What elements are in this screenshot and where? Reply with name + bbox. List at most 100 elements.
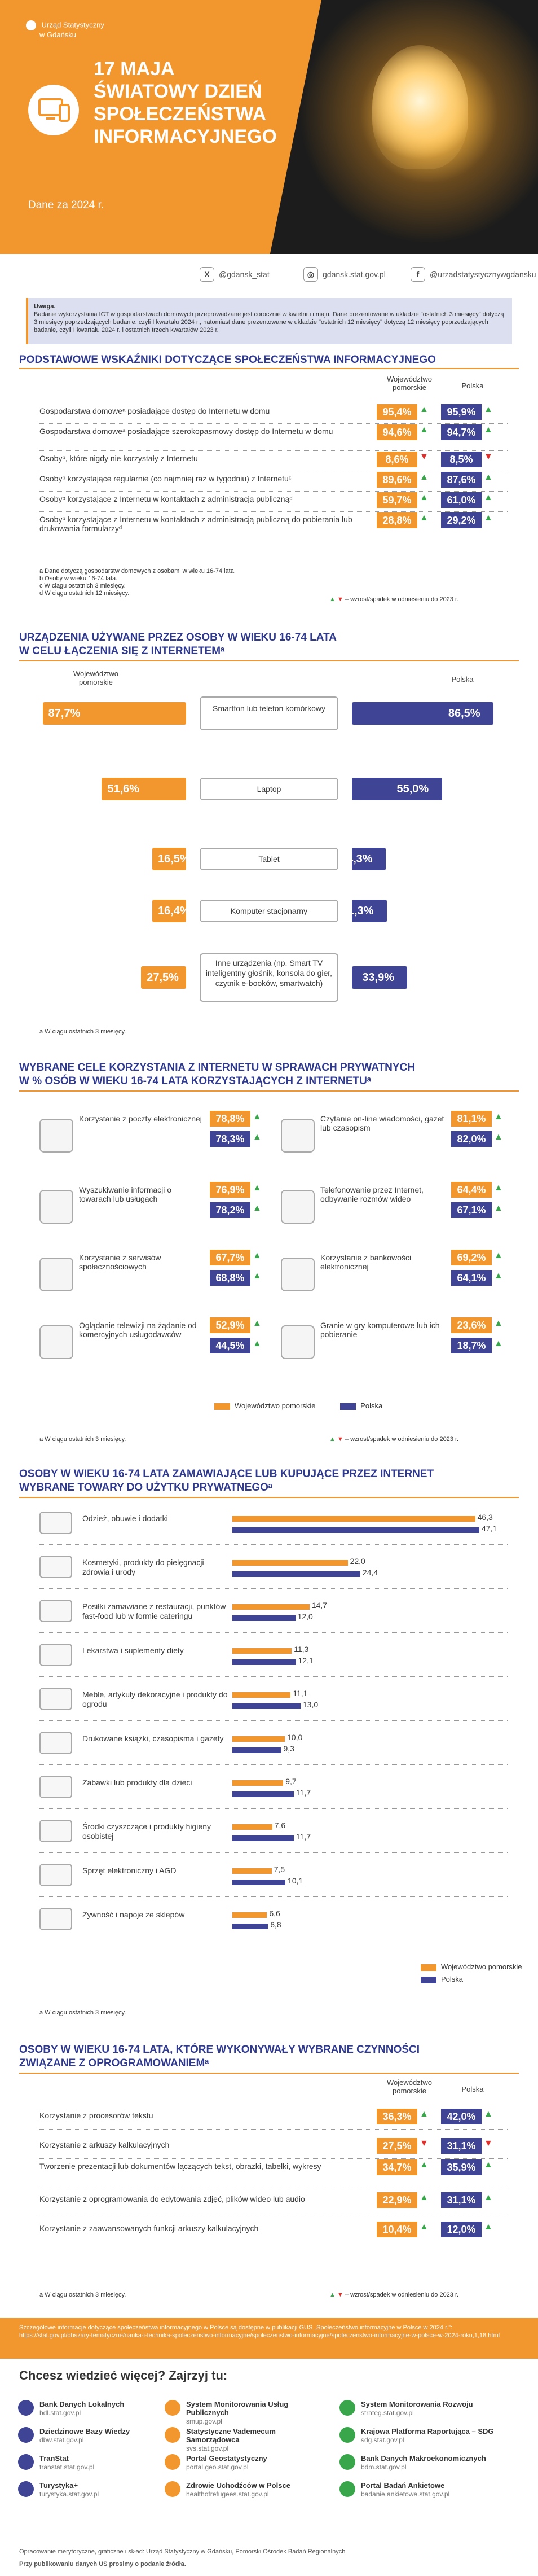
external-link[interactable]: Krajowa Platforma Raportująca – SDG sdg.s…: [361, 2427, 502, 2444]
lightbulb-icon: [372, 45, 468, 169]
note-text: Badanie wykorzystania ICT w gospodarstwa…: [34, 311, 504, 334]
row-divider: [39, 423, 508, 424]
s5-col-poland: Polska: [461, 2085, 484, 2093]
s5-value-poland: 31,1%: [441, 2138, 482, 2154]
x-link[interactable]: X @gdansk_stat: [200, 263, 270, 286]
video-call-icon: [281, 1190, 315, 1224]
s4-value-poland: 10,1: [287, 1876, 303, 1885]
s4-value-poland: 11,7: [296, 1788, 311, 1797]
trend-up-icon: ▲: [494, 1339, 503, 1348]
s1-value-region: 94,6%: [377, 424, 417, 440]
s2-device-label: Tablet: [200, 848, 338, 870]
x-handle: @gdansk_stat: [219, 270, 270, 279]
s2-bar-region: [141, 966, 186, 989]
link-name: Bank Danych Makroekonomicznych: [361, 2454, 486, 2463]
row-divider: [39, 1720, 508, 1721]
s1-row: Osobyᵇ, które nigdy nie korzystały z Int…: [39, 452, 502, 476]
s1-row-label: Osobyᵇ korzystające z Internetu w kontak…: [39, 494, 293, 503]
s4-legend-poland: Polska: [441, 1975, 464, 1983]
s4-value-region: 11,3: [294, 1645, 309, 1654]
trend-dn-icon: ▼: [420, 452, 429, 462]
s1-value-poland: 29,2%: [441, 512, 482, 528]
search-icon: [39, 1190, 73, 1224]
s3-card-label: Wyszukiwanie informacji o towarach lub u…: [79, 1185, 172, 1203]
link-name: Zdrowie Uchodźców w Polsce: [186, 2481, 290, 2490]
external-link[interactable]: System Monitorowania Usług Publicznych sm…: [186, 2400, 327, 2426]
s3-card: Wyszukiwanie informacji o towarach lub u…: [39, 1182, 262, 1233]
s1-divider: [19, 368, 519, 369]
s3-card: Korzystanie z bankowości elektronicznej 6…: [281, 1250, 503, 1300]
website-link[interactable]: ◎ gdansk.stat.gov.pl: [303, 263, 386, 286]
s4-bar-poland: [232, 1571, 360, 1577]
s5-title-line1: OSOBY W WIEKU 16-74 LATA, KTÓRE WYKONYWA…: [19, 2044, 420, 2056]
s3-legend-poland: Polska: [360, 1401, 383, 1410]
s5-value-poland: 12,0%: [441, 2222, 482, 2237]
s5-value-region: 27,5%: [377, 2138, 417, 2154]
s5-value-region: 10,4%: [377, 2222, 417, 2237]
trend-up-icon: ▲: [329, 1436, 336, 1443]
trend-up-icon: ▲: [484, 472, 493, 482]
s4-bar-region: [232, 1692, 291, 1698]
s4-value-poland: 13,0: [302, 1700, 319, 1709]
title-line-4: INFORMACYJNEGO: [94, 126, 277, 147]
s3-value-region: 23,6%: [451, 1317, 492, 1333]
s4-bar-region: [232, 1516, 475, 1522]
s5-row-label: Korzystanie z oprogramowania do edytowan…: [39, 2194, 305, 2203]
globe-icon: ◎: [303, 267, 318, 282]
s1-row: Osobyᵇ korzystające z Internetu w kontak…: [39, 492, 502, 517]
trend-up-icon: ▲: [253, 1339, 262, 1348]
s4-bar-poland: [232, 1659, 296, 1665]
s4-item-icon: [39, 1556, 72, 1578]
s1-row-label: Osobyᵇ korzystające regularnie (co najmn…: [39, 474, 292, 483]
trend-down-icon: ▼: [337, 2292, 343, 2298]
external-link[interactable]: Zdrowie Uchodźców w Polsce healthofrefuge…: [186, 2481, 327, 2499]
link-name: TranStat: [39, 2454, 69, 2463]
s5-title-line2: ZWIĄZANE Z OPROGRAMOWANIEMᵃ: [19, 2057, 209, 2069]
trend-up-icon: ▲: [494, 1132, 503, 1142]
trend-up-icon: ▲: [329, 596, 336, 603]
external-link[interactable]: Bank Danych Makroekonomicznych bdm.stat.g…: [361, 2454, 502, 2472]
facebook-icon: f: [411, 267, 425, 282]
link-icon: [339, 2481, 355, 2497]
external-link[interactable]: Statystyczne Vademecum Samorządowca svs.s…: [186, 2427, 327, 2453]
s1-footnote-b: b Osoby w wieku 16-74 lata.: [39, 575, 118, 582]
s4-value-region: 11,1: [293, 1689, 308, 1698]
trend-down-icon: ▼: [337, 1436, 343, 1443]
trend-up-icon: ▲: [494, 1112, 503, 1121]
s4-divider: [19, 1497, 519, 1498]
trend-up-icon: ▲: [329, 2292, 336, 2298]
hero-banner: Urząd Statystyczny w Gdańsku 17 MAJA ŚWI…: [0, 0, 538, 254]
s1-value-region: 95,4%: [377, 404, 417, 420]
trend-down-icon: ▼: [337, 596, 343, 603]
external-link[interactable]: Portal Geostatystyczny portal.geo.stat.go…: [186, 2454, 327, 2472]
s2-bar-poland: [352, 966, 408, 989]
s3-card: Czytanie on-line wiadomości, gazet lub c…: [281, 1111, 503, 1162]
credits: Opracowanie merytoryczne, graficzne i sk…: [19, 2548, 346, 2555]
s4-bar-poland: [232, 1747, 281, 1753]
trend-up-icon: ▲: [484, 493, 493, 502]
trend-up-icon: ▲: [494, 1318, 503, 1328]
external-link[interactable]: Dziedzinowe Bazy Wiedzy dbw.stat.gov.pl: [39, 2427, 180, 2444]
trend-up-icon: ▲: [253, 1271, 262, 1281]
external-link[interactable]: Turystyka+ turystyka.stat.gov.pl: [39, 2481, 180, 2499]
link-url: smup.gov.pl: [186, 2417, 222, 2425]
external-link[interactable]: System Monitorowania Rozwoju strateg.stat…: [361, 2400, 502, 2417]
link-icon: [18, 2427, 34, 2443]
external-link[interactable]: Bank Danych Lokalnych bdl.stat.gov.pl: [39, 2400, 180, 2417]
s2-title-line2: W CELU ŁĄCZENIA SIĘ Z INTERNETEMᵃ: [19, 645, 225, 657]
s4-value-poland: 24,4: [362, 1568, 378, 1577]
s4-bar-region: [232, 1868, 272, 1874]
s4-value-region: 22,0: [350, 1557, 365, 1566]
s3-footnote: a W ciągu ostatnich 3 miesięcy.: [39, 1436, 126, 1443]
facebook-link[interactable]: f @urzadstatystycznywgdansku: [411, 263, 536, 286]
s4-value-region: 7,6: [274, 1821, 286, 1830]
s3-title-line1: WYBRANE CELE KORZYSTANIA Z INTERNETU W S…: [19, 1062, 415, 1074]
s5-row-label: Korzystanie z zaawansowanych funkcji ark…: [39, 2224, 259, 2233]
s3-card-label: Korzystanie z poczty elektronicznej: [79, 1114, 202, 1123]
s1-col-region: Województwo pomorskie: [387, 375, 432, 392]
external-link[interactable]: Portal Badań Ankietowe badanie.ankietowe.…: [361, 2481, 502, 2499]
s5-col-region: Województwo pomorskie: [387, 2078, 432, 2095]
external-link[interactable]: TranStat transtat.stat.gov.pl: [39, 2454, 180, 2472]
s4-bar-poland: [232, 1527, 480, 1533]
